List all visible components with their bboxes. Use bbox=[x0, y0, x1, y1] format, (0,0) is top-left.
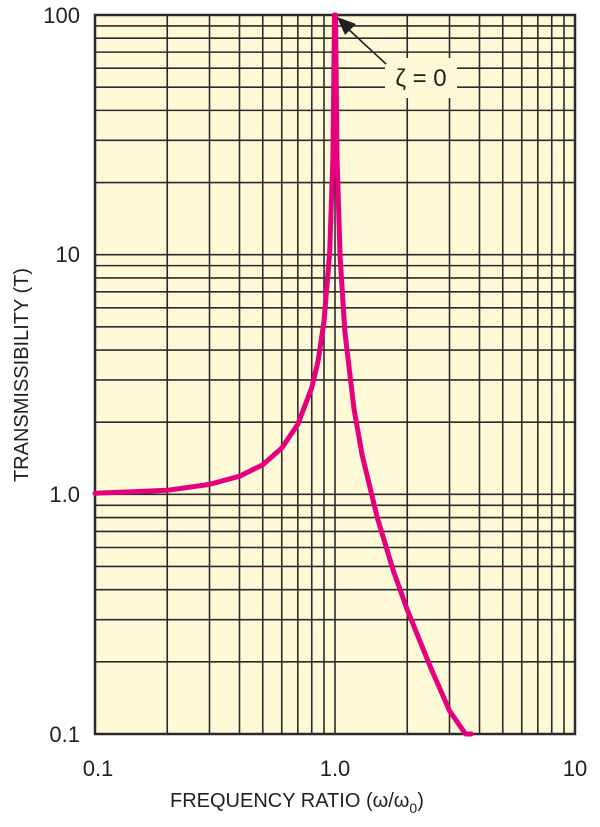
annotation-box bbox=[385, 58, 457, 98]
x-tick-0-1: 0.1 bbox=[83, 756, 114, 781]
zeta-annotation: ζ = 0 bbox=[395, 65, 446, 92]
y-tick-0-1: 0.1 bbox=[49, 722, 80, 747]
transmissibility-curve bbox=[92, 12, 474, 737]
y-axis-label: TRANSMISSIBILITY (T) bbox=[11, 268, 33, 482]
x-axis-label-omega: ω/ω bbox=[373, 790, 410, 812]
arrow-head-icon bbox=[337, 17, 356, 35]
x-tick-1: 1.0 bbox=[320, 756, 351, 781]
x-tick-10: 10 bbox=[563, 756, 587, 781]
x-axis-label: FREQUENCY RATIO (ω/ω0) bbox=[170, 790, 424, 816]
x-axis-label-main: FREQUENCY RATIO ( bbox=[170, 790, 373, 812]
y-tick-100: 100 bbox=[43, 3, 80, 28]
annotation-arrow-line bbox=[345, 26, 387, 65]
x-axis-label-subscript: 0 bbox=[409, 800, 417, 816]
y-tick-1: 1.0 bbox=[49, 482, 80, 507]
y-tick-10: 10 bbox=[56, 242, 80, 267]
x-axis-label-close: ) bbox=[417, 790, 424, 812]
